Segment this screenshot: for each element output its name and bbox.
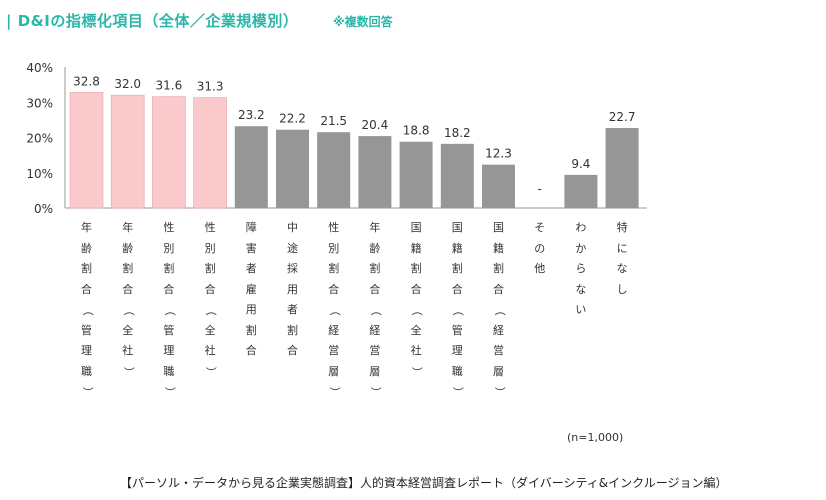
data-label: 32.8 xyxy=(73,74,100,88)
x-tick-label: 年齢割合（全社） xyxy=(121,221,135,378)
bar xyxy=(69,92,104,209)
bar xyxy=(193,97,227,209)
x-tick-label: 性別割合（管理職） xyxy=(163,221,177,398)
data-label: 18.2 xyxy=(444,126,471,140)
sample-size: (n=1,000) xyxy=(567,431,624,444)
x-tick-label: わからない xyxy=(575,221,587,316)
x-tick-label: 障害者雇用割合 xyxy=(245,221,257,357)
bar xyxy=(482,164,515,208)
x-tick-label: 国籍割合（全社） xyxy=(410,221,424,378)
bar xyxy=(440,143,474,208)
data-label: 22.7 xyxy=(609,110,636,124)
chart-title: | D&Iの指標化項目（全体／企業規模別） xyxy=(6,12,299,30)
bar xyxy=(605,127,639,208)
data-label: 20.4 xyxy=(362,118,389,132)
y-tick-label: 20% xyxy=(26,132,53,146)
data-label: - xyxy=(538,182,542,196)
data-label: 18.8 xyxy=(403,124,430,138)
bar xyxy=(358,136,392,208)
y-tick-label: 0% xyxy=(34,202,53,216)
data-label: 21.5 xyxy=(320,114,347,128)
bar xyxy=(399,141,433,208)
x-tick-label: 年齢割合（管理職） xyxy=(80,221,94,398)
x-tick-label: 年齢割合（経営層） xyxy=(369,221,383,398)
data-label: 22.2 xyxy=(279,112,306,126)
x-tick-label: 中途採用者割合 xyxy=(287,221,298,357)
y-tick-label: 10% xyxy=(26,167,53,181)
bar xyxy=(110,94,145,209)
multiple-answer-note: ※複数回答 xyxy=(333,15,393,29)
data-label: 23.2 xyxy=(238,108,265,122)
bar xyxy=(564,174,598,208)
bar-chart: 0% 10% 20% 30% 40% 32.8 32.0 31.6 31.3 23.2 22.2 21… xyxy=(26,61,647,216)
x-tick-label: 特になし xyxy=(616,221,628,296)
bar xyxy=(152,96,186,209)
x-tick-label: 性別割合（経営層） xyxy=(327,221,341,398)
bar xyxy=(276,129,309,208)
x-tick-label: その他 xyxy=(534,221,546,275)
data-label: 31.3 xyxy=(197,80,224,94)
x-tick-label: 国籍割合（管理職） xyxy=(451,221,465,398)
data-label: 32.0 xyxy=(114,77,141,91)
data-label: 9.4 xyxy=(571,157,590,171)
bar xyxy=(317,132,351,208)
bar xyxy=(234,126,268,208)
data-label: 12.3 xyxy=(485,147,512,161)
data-label: 31.6 xyxy=(156,79,183,93)
y-tick-label: 30% xyxy=(26,96,53,110)
source-caption: 【パーソル・データから見る企業実態調査】人的資本経営調査レポート（ダイバーシティ… xyxy=(120,476,728,490)
x-tick-label: 性別割合（全社） xyxy=(204,221,218,378)
y-tick-label: 40% xyxy=(26,61,53,75)
x-tick-label: 国籍割合（経営層） xyxy=(492,221,506,398)
